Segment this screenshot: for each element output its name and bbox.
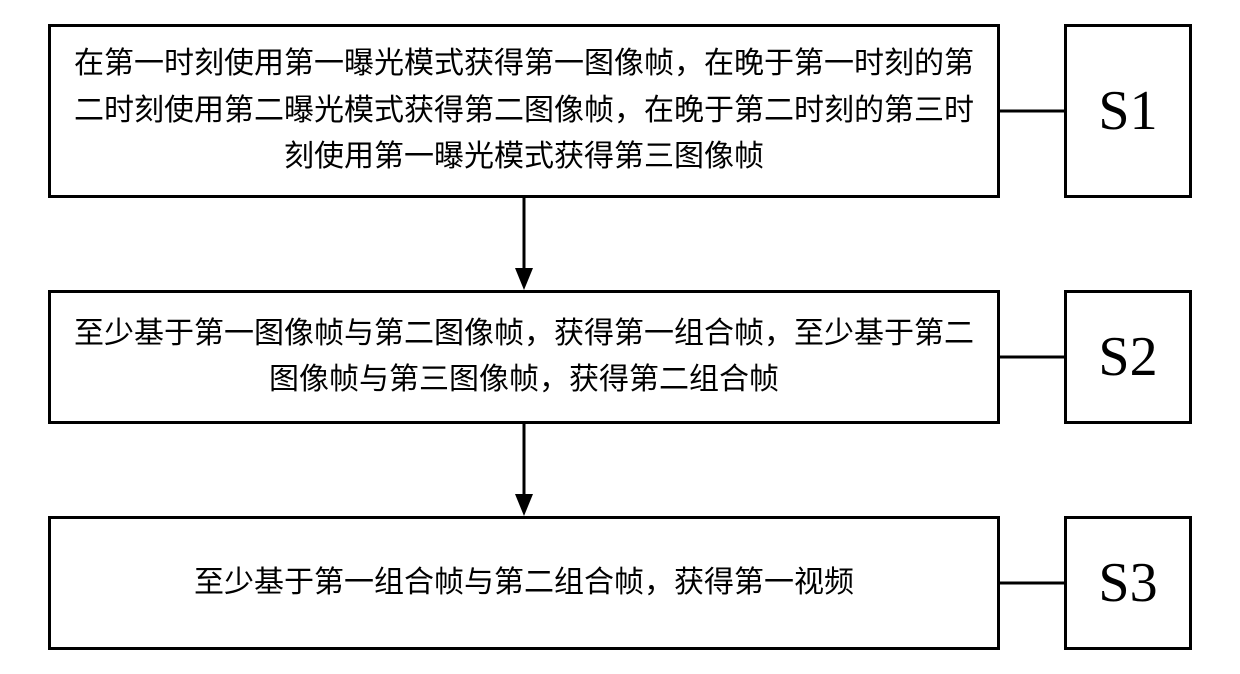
step-label-s1: S1 <box>1064 24 1192 198</box>
arrow-s2-to-s3 <box>515 424 533 516</box>
step-label-s3: S3 <box>1064 516 1192 650</box>
step-text-s2: 至少基于第一图像帧与第二图像帧，获得第一组合帧，至少基于第二图像帧与第三图像帧，… <box>51 311 997 404</box>
step-label-s2-text: S2 <box>1098 325 1157 389</box>
step-box-s1: 在第一时刻使用第一曝光模式获得第一图像帧，在晚于第一时刻的第二时刻使用第二曝光模… <box>48 24 1000 198</box>
flowchart-canvas: 在第一时刻使用第一曝光模式获得第一图像帧，在晚于第一时刻的第二时刻使用第二曝光模… <box>0 0 1240 674</box>
step-label-s2: S2 <box>1064 290 1192 424</box>
step-text-s1: 在第一时刻使用第一曝光模式获得第一图像帧，在晚于第一时刻的第二时刻使用第二曝光模… <box>51 41 997 181</box>
step-label-s3-text: S3 <box>1098 551 1157 615</box>
step-box-s2: 至少基于第一图像帧与第二图像帧，获得第一组合帧，至少基于第二图像帧与第三图像帧，… <box>48 290 1000 424</box>
step-text-s3: 至少基于第一组合帧与第二组合帧，获得第一视频 <box>51 560 997 607</box>
arrow-s1-to-s2 <box>515 198 533 290</box>
step-box-s3: 至少基于第一组合帧与第二组合帧，获得第一视频 <box>48 516 1000 650</box>
step-label-s1-text: S1 <box>1098 79 1157 143</box>
